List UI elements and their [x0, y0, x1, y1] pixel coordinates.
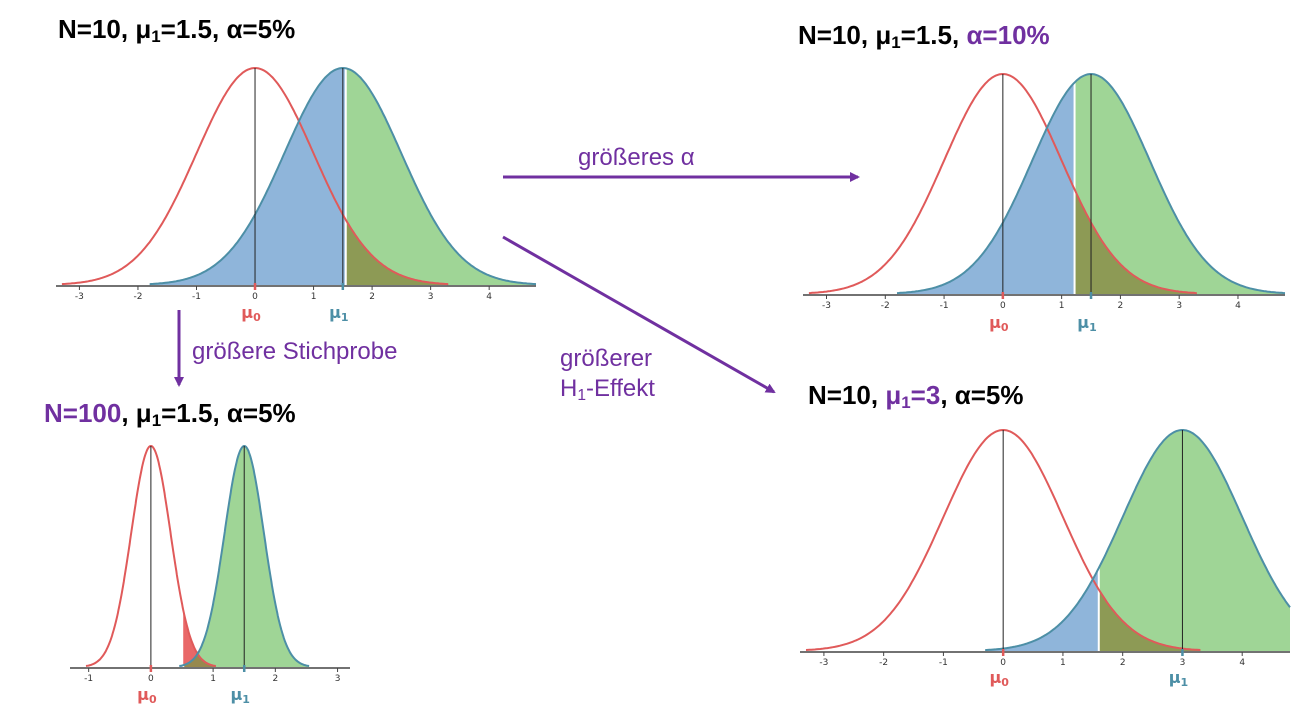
x-tick-label: 4: [1239, 658, 1245, 668]
x-tick-label: -2: [881, 301, 890, 311]
title-mu: μ: [135, 398, 152, 428]
mu1-label-sub: 1: [1181, 676, 1189, 689]
power-area: [1098, 430, 1290, 651]
title-alpha: α=5%: [226, 398, 296, 428]
x-tick-label: 3: [1180, 658, 1186, 668]
title-n-highlighted: N=100: [44, 398, 122, 428]
x-tick-label: 3: [1176, 301, 1182, 311]
mu1-label: μ1: [1169, 668, 1188, 689]
mu1-label-sub: 1: [1089, 321, 1097, 334]
alpha-area: [1074, 189, 1197, 294]
x-tick-label: -1: [84, 674, 93, 684]
title-mu: μ: [875, 20, 892, 50]
title-sep: ,: [121, 398, 136, 428]
x-tick-label: 0: [1000, 301, 1006, 311]
label-h-sub: 1: [577, 386, 587, 404]
x-tick-label: 1: [1060, 658, 1066, 668]
title-mu-value: =1.5,: [160, 14, 227, 44]
x-tick-label: 4: [1235, 301, 1241, 311]
title-mu-sub: 1: [901, 393, 911, 413]
arrow-label-larger-sample: größere Stichprobe: [192, 338, 398, 365]
x-tick-label: -1: [939, 658, 948, 668]
x-tick-label: -3: [819, 658, 828, 668]
title-n: N=10,: [808, 380, 886, 410]
mu0-label-sub: 0: [1001, 676, 1009, 689]
panel-title-bottom-left: N=100, μ1=1.5, α=5%: [44, 398, 296, 431]
title-n: N=10,: [58, 14, 136, 44]
panel-title-top-left: N=10, μ1=1.5, α=5%: [58, 14, 295, 47]
title-mu-sub: 1: [151, 411, 162, 431]
arrow-label-larger-effect: größerer H1-Effekt: [560, 344, 655, 411]
x-tick-label: 3: [335, 674, 341, 684]
x-tick-label: -1: [940, 301, 949, 311]
label-line-1: größerer: [560, 345, 653, 372]
title-mu-value-highlighted: =3: [910, 380, 941, 410]
mu0-label-sub: 0: [253, 311, 261, 324]
beta-area: [149, 68, 346, 285]
x-tick-label: 3: [428, 292, 434, 302]
power-area: [345, 68, 536, 285]
title-mu-value: =1.5,: [161, 398, 227, 428]
beta-area: [897, 82, 1075, 294]
title-alpha-highlighted: α=10%: [966, 20, 1050, 50]
x-tick-label: 4: [486, 292, 492, 302]
alpha-area: [1098, 589, 1201, 651]
power-area: [1074, 74, 1285, 294]
title-n: N=10,: [798, 20, 876, 50]
title-mu-highlighted: μ: [885, 380, 902, 410]
label-text: größeres: [578, 144, 681, 171]
x-tick-label: 2: [1118, 301, 1124, 311]
title-mu-sub: 1: [151, 27, 161, 47]
x-tick-label: -2: [133, 292, 142, 302]
x-tick-label: 2: [1120, 658, 1126, 668]
x-tick-label: -3: [75, 292, 84, 302]
label-alpha-symbol: α: [680, 144, 695, 171]
title-mu-value: =1.5,: [900, 20, 967, 50]
alpha-area: [183, 609, 216, 667]
alpha-area: [345, 219, 449, 285]
arrow-larger-effect: [502, 235, 776, 394]
label-line-2: H1-Effekt: [560, 374, 655, 411]
panel-title-top-right: N=10, μ1=1.5, α=10%: [798, 20, 1050, 53]
x-tick-label: 0: [252, 292, 258, 302]
mu1-label-sub: 1: [341, 311, 349, 324]
x-tick-label: 1: [1059, 301, 1065, 311]
x-tick-label: -3: [822, 301, 831, 311]
mu0-label-sub: 0: [1001, 321, 1009, 334]
arrow-label-larger-alpha: größeres α: [578, 144, 695, 172]
label-h: H: [560, 375, 578, 402]
x-tick-label: 0: [148, 674, 154, 684]
label-effect: -Effekt: [586, 375, 655, 402]
x-tick-label: 0: [1000, 658, 1006, 668]
mu0-label-sub: 0: [149, 693, 157, 706]
power-area: [183, 446, 310, 667]
x-tick-label: -1: [192, 292, 201, 302]
x-tick-label: 1: [311, 292, 317, 302]
x-tick-label: 2: [369, 292, 375, 302]
x-tick-label: 2: [272, 674, 278, 684]
x-tick-label: -2: [879, 658, 888, 668]
title-sep: ,: [940, 380, 955, 410]
x-tick-label: 1: [210, 674, 216, 684]
mu1-label-sub: 1: [242, 693, 250, 706]
h1-curve: [985, 429, 1291, 651]
mu0-label: μ0: [989, 668, 1009, 689]
title-mu-sub: 1: [891, 33, 901, 53]
title-mu: μ: [135, 14, 152, 44]
beta-area: [985, 568, 1099, 651]
panel-title-bottom-right: N=10, μ1=3, α=5%: [808, 380, 1024, 413]
title-alpha: α=5%: [226, 14, 296, 44]
title-alpha: α=5%: [954, 380, 1024, 410]
